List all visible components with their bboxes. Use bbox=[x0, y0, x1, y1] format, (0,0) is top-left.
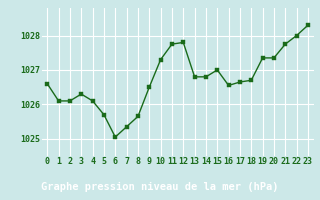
Text: Graphe pression niveau de la mer (hPa): Graphe pression niveau de la mer (hPa) bbox=[41, 182, 279, 192]
